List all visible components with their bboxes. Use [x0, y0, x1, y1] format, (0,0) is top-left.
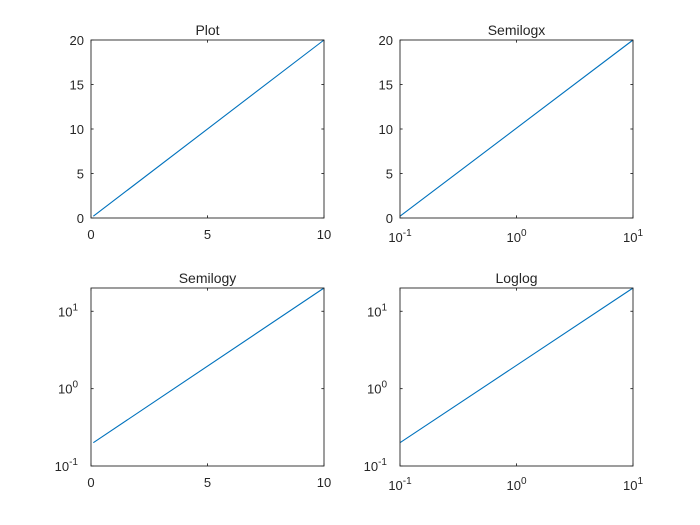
subplot-4-title: Loglog	[495, 270, 537, 286]
x-tick-label: 5	[204, 227, 211, 242]
y-tick-label: 15	[379, 78, 393, 93]
x-tick-label: 101	[623, 476, 643, 493]
y-tick-label: 101	[367, 302, 387, 319]
x-tick-label: 100	[506, 228, 526, 245]
y-tick-label: 100	[367, 380, 387, 397]
x-tick-label: 0	[87, 475, 94, 490]
y-tick-label: 5	[386, 167, 393, 182]
y-tick-label: 10	[379, 122, 393, 137]
subplot-4: Loglog 10-1 100 101 10-1 100 101	[364, 270, 644, 493]
subplot-2-series-line	[399, 39, 634, 217]
y-tick-label: 15	[70, 78, 84, 93]
y-tick-label: 101	[58, 302, 78, 319]
subplot-4-series-line	[399, 287, 634, 444]
y-tick-label: 10-1	[364, 457, 388, 474]
x-tick-label: 10-1	[388, 476, 412, 493]
y-tick-label: 5	[77, 167, 84, 182]
subplot-3-series-line	[93, 287, 325, 444]
y-tick-label: 100	[58, 380, 78, 397]
y-tick-label: 0	[386, 211, 393, 226]
subplot-2: Semilogx 10-1 100 101 0 5 10 15 20	[379, 22, 644, 245]
x-tick-label: 10	[317, 227, 331, 242]
y-tick-label: 20	[70, 33, 84, 48]
x-tick-label: 101	[623, 228, 643, 245]
subplot-3-title: Semilogy	[179, 270, 237, 286]
y-tick-label: 10-1	[55, 457, 79, 474]
x-tick-label: 10-1	[388, 228, 412, 245]
subplot-3-axes-box	[90, 287, 325, 467]
x-tick-label: 5	[204, 475, 211, 490]
subplot-1: Plot 0 5 10 0 5 10 15 20	[70, 22, 332, 242]
subplot-2-title: Semilogx	[488, 22, 546, 38]
x-tick-label: 100	[506, 476, 526, 493]
y-tick-label: 20	[379, 33, 393, 48]
x-tick-label: 10	[317, 475, 331, 490]
y-tick-label: 0	[77, 211, 84, 226]
subplot-1-title: Plot	[195, 22, 219, 38]
x-tick-label: 0	[87, 227, 94, 242]
subplot-4-axes-box	[399, 287, 634, 467]
y-tick-label: 10	[70, 122, 84, 137]
subplot-3: Semilogy 0 5 10 10-1 100 101	[55, 270, 332, 490]
subplot-1-series-line	[92, 39, 325, 217]
